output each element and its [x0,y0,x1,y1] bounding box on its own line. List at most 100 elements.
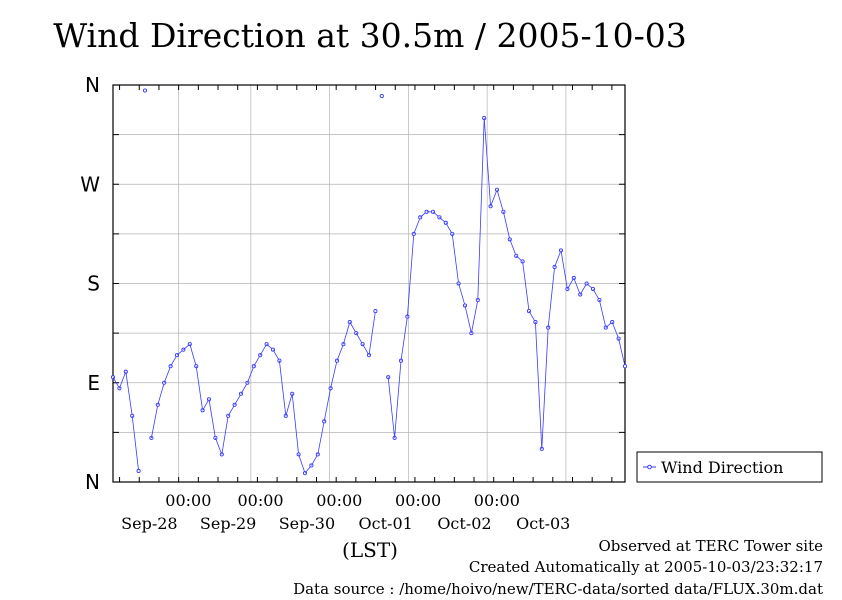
chart-title: Wind Direction at 30.5m / 2005-10-03 [53,16,687,55]
data-point [373,309,378,314]
data-point [136,468,141,474]
series-segment [355,332,363,345]
series-segment [592,288,600,301]
series-segment [291,393,299,455]
series-segment [234,393,242,406]
legend: Wind Direction [636,451,823,483]
series-segment [195,366,203,411]
series-segment [407,233,415,317]
series-segment [240,382,248,394]
series-segment [125,371,133,416]
y-tick-label: S [87,272,100,296]
series-segment [490,189,498,207]
series-segment [349,321,357,334]
series-segment [464,305,472,334]
axis-ticks [113,85,625,482]
series-segment [112,377,120,389]
data-point [622,364,628,369]
x-day-label: Sep-28 [121,514,177,533]
data-point [379,93,384,99]
series-segment [343,321,351,345]
series-segment [567,277,575,290]
x-time-tick-label: 00:00 [474,491,520,510]
data-point [251,364,256,369]
x-day-label: Sep-29 [200,514,256,533]
series-segment [170,354,178,367]
series-segment [618,338,626,367]
series-segment [330,360,338,389]
series-segment [573,277,581,295]
x-time-tick-label: 00:00 [316,491,362,510]
x-day-label: Oct-01 [359,514,413,533]
series-segment [247,366,255,383]
legend-marker [647,464,652,470]
series-segment [272,349,280,361]
series-segment [151,404,159,438]
data-point [142,88,148,93]
series-segment [599,299,607,328]
footer-created: Created Automatically at 2005-10-03/23:3… [469,558,823,576]
series-segment [279,360,287,416]
series-segment [458,283,466,306]
series-segment [323,388,331,422]
series-segment [451,233,459,284]
x-day-label: Oct-03 [516,514,570,533]
series-segment [227,404,235,417]
series-segment [202,399,210,411]
x-day-label: Oct-02 [437,514,491,533]
series-wind-direction [110,88,628,476]
series-segment [131,415,139,472]
series-segment [522,261,530,312]
series-segment [445,222,453,235]
x-axis-label: (LST) [342,538,398,562]
series-segment [560,250,568,290]
data-point [226,413,231,418]
y-tick-label: N [85,73,100,97]
series-segment [259,343,267,356]
series-segment [285,393,293,416]
series-segment [208,399,216,438]
x-time-tick-label: 00:00 [237,491,283,510]
footer-data-source: Data source : /home/hoivo/new/TERC-data/… [293,580,823,595]
grid-lines [113,85,625,482]
series-segment [547,266,555,328]
series-segment [579,283,587,295]
series-segment [509,239,517,257]
x-day-label: Sep-30 [279,514,335,533]
series-segment [535,322,543,449]
series-segment [336,344,344,361]
series-segment [119,371,127,389]
series-segment [483,118,491,207]
series-segment [413,217,421,235]
y-tick-labels: N E S W N [80,73,100,494]
series-segment [215,437,223,455]
series-segment [400,316,408,361]
series-segment [362,343,370,356]
series-segment [253,354,261,367]
footer-observed: Observed at TERC Tower site [598,537,823,555]
legend-box [636,451,823,483]
series-segment [298,454,306,474]
series-segment [394,360,402,438]
y-tick-label: N [85,470,100,494]
series-segment [317,421,325,455]
series-segment [368,311,376,356]
series-segment [503,211,511,240]
series-segment [496,189,504,212]
series-segment [528,310,536,323]
data-point [162,380,167,385]
y-tick-label: W [80,172,100,196]
series-segment [387,377,395,438]
series-segment [189,344,197,367]
x-tick-labels: 00:00 00:00 00:00 00:00 00:00 Sep-28 Sep-29 Sep… [121,491,570,533]
series-segment [541,327,549,449]
series-segment [471,299,479,334]
series-segment [221,415,229,455]
series-segment [163,366,171,383]
series-segment [611,321,619,339]
series-segment [477,118,485,301]
x-time-tick-label: 00:00 [395,491,441,510]
series-segment [554,250,562,268]
x-time-tick-label: 00:00 [165,491,211,510]
